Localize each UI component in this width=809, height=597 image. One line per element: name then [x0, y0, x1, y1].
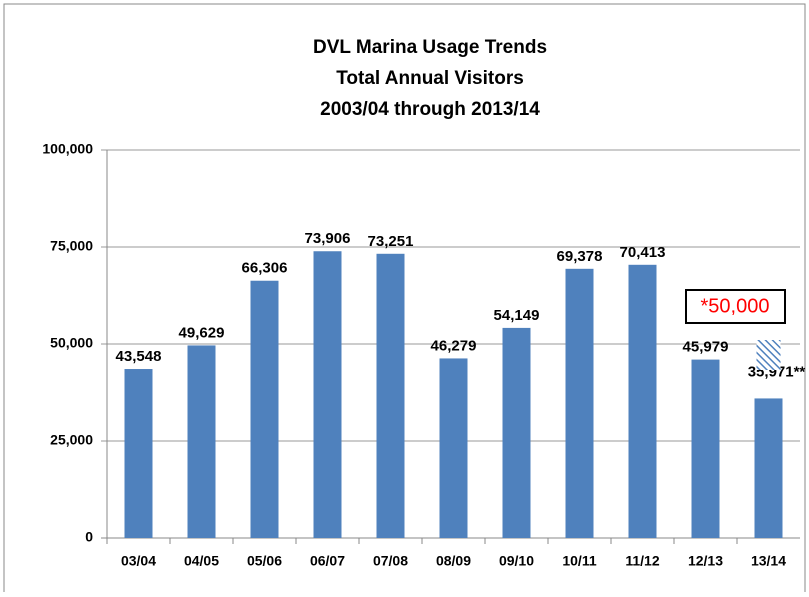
bar [754, 398, 783, 538]
value-label: 73,906 [305, 230, 351, 247]
x-tick-label: 10/11 [562, 553, 596, 569]
bar [313, 251, 342, 538]
bar [691, 359, 720, 538]
y-tick-label: 25,000 [50, 432, 93, 448]
chart-subtitle: 2003/04 through 2013/14 [320, 99, 540, 120]
y-tick-label: 100,000 [42, 141, 93, 157]
bar [250, 280, 279, 538]
x-tick-label: 11/12 [625, 553, 659, 569]
projection-hatch [756, 340, 781, 370]
value-label: 49,629 [179, 324, 225, 341]
x-tick-label: 05/06 [247, 553, 282, 569]
bar [565, 268, 594, 538]
bar [187, 345, 216, 538]
bar [376, 253, 405, 538]
bar [502, 327, 531, 538]
x-tick-label: 08/09 [436, 553, 471, 569]
value-label: 46,279 [431, 337, 477, 354]
bar [124, 369, 153, 538]
value-label: 70,413 [620, 244, 666, 261]
value-label: 66,306 [242, 260, 288, 277]
x-tick-label: 07/08 [373, 553, 408, 569]
x-tick-label: 09/10 [499, 553, 534, 569]
projection-box [685, 289, 786, 324]
value-label: 43,548 [116, 348, 162, 365]
y-tick-label: 75,000 [50, 238, 93, 254]
y-tick-label: 0 [85, 529, 93, 545]
x-tick-label: 12/13 [688, 553, 723, 569]
x-tick-label: 03/04 [121, 553, 156, 569]
value-label: 54,149 [494, 307, 540, 324]
chart-subtitle: Total Annual Visitors [336, 68, 524, 89]
projection-label: *50,000 [701, 295, 770, 317]
x-tick-label: 13/14 [751, 553, 786, 569]
value-label: 73,251 [368, 233, 414, 250]
value-label: 69,378 [557, 248, 603, 265]
x-tick-label: 04/05 [184, 553, 219, 569]
y-tick-label: 50,000 [50, 335, 93, 351]
chart-title: DVL Marina Usage Trends [313, 37, 547, 58]
bar [628, 264, 657, 538]
bar [439, 358, 468, 538]
value-label: 45,979 [683, 339, 729, 356]
x-tick-label: 06/07 [310, 553, 345, 569]
